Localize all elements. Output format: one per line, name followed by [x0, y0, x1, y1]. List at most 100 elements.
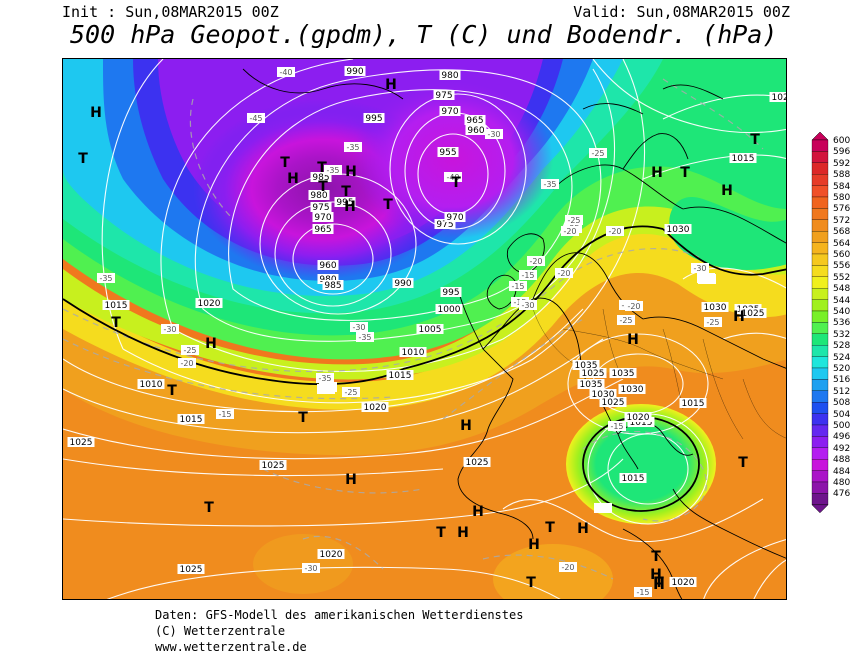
- isotherm-label-bg: [565, 215, 583, 225]
- map-title: 500 hPa Geopot.(gpdm), T (C) und Bodendr…: [70, 20, 778, 49]
- isobar-label-text: 965: [314, 225, 331, 235]
- isobar-label-text: 1030: [592, 390, 615, 400]
- isotherm-label-bg: [97, 273, 115, 283]
- contour-552-label: [594, 503, 612, 513]
- isobar-label-text: 1015: [732, 154, 755, 164]
- legend-level-label: 596: [833, 147, 850, 158]
- isotherm-label-text: -20: [180, 359, 193, 368]
- isotherm-label-text: -15: [521, 271, 534, 280]
- legend-swatch: [811, 390, 829, 403]
- isobar-label-text: 975: [435, 91, 452, 101]
- isobar-label-bg: [439, 106, 461, 116]
- legend-level-label: 508: [833, 398, 850, 409]
- legend-swatch: [811, 310, 829, 323]
- isobar-label-text: 1025: [602, 398, 625, 408]
- isotherm-label-bg: [617, 315, 635, 325]
- low-pressure-center: T: [204, 500, 214, 516]
- isobar-label-text: 1015: [630, 418, 653, 428]
- isobar-label: 965: [312, 224, 334, 235]
- isobar-label: 975: [433, 90, 455, 101]
- isobar-label-text: 990: [394, 279, 411, 289]
- legend-level-label: 484: [833, 466, 850, 477]
- isobar-label: 1025: [259, 460, 287, 471]
- isobar-label-bg: [392, 278, 414, 288]
- isobar-label-bg: [434, 219, 456, 229]
- isobar-label: 1020: [361, 402, 389, 413]
- isobar-label-bg: [308, 190, 330, 200]
- legend-swatch: [811, 413, 829, 426]
- isobar-label-bg: [619, 473, 647, 483]
- isobar-label-text: 990: [346, 67, 363, 77]
- isotherm-label-bg: [559, 562, 577, 572]
- isobar-label: 1010: [399, 347, 427, 358]
- legend-level-label: 496: [833, 432, 850, 443]
- isobar-label: 955: [437, 147, 459, 158]
- legend-swatch: [811, 424, 829, 437]
- isotherm-label-bg: [324, 165, 342, 175]
- isobar-label-text: 1035: [612, 369, 635, 379]
- isotherm-label-text: -30: [304, 564, 317, 573]
- isobar-label: 1025: [177, 564, 205, 575]
- legend-level-label: 516: [833, 375, 850, 386]
- isobar-label-text: 955: [439, 148, 456, 158]
- legend-level-label: 600: [833, 136, 850, 146]
- isobar-label-text: 975: [436, 220, 453, 230]
- isobar-label: 1015: [386, 370, 414, 381]
- isobar-label: 980: [439, 70, 461, 81]
- isobar-label-bg: [464, 115, 486, 125]
- isobar-label: 1015: [729, 153, 757, 164]
- high-pressure-center: H: [472, 504, 484, 520]
- legend-colorbar: [811, 132, 829, 514]
- isobar-label-bg: [701, 302, 729, 312]
- high-pressure-center: H: [650, 567, 662, 583]
- low-pressure-center: T: [78, 151, 88, 167]
- isobar-label-bg: [624, 412, 652, 422]
- isotherm-label-text: -20: [557, 269, 570, 278]
- low-pressure-center: T: [654, 575, 664, 591]
- isobar-label-bg: [589, 389, 617, 399]
- isobar-label: 970: [439, 106, 461, 117]
- isotherm-label-text: -35: [326, 166, 339, 175]
- isotherm-label: -20: [561, 226, 579, 236]
- isobar-label-bg: [399, 347, 427, 357]
- isobar-label: 1030: [618, 384, 646, 395]
- isobar-label-bg: [609, 368, 637, 378]
- valid-time-label: Valid: Sun,08MAR2015 00Z: [573, 3, 790, 21]
- isotherm-label: -35: [316, 373, 334, 383]
- high-pressure-center: H: [653, 577, 665, 593]
- isobar-label: 1030: [664, 224, 692, 235]
- isotherm-label-text: -30: [487, 130, 500, 139]
- isotherm-label: -45: [247, 113, 265, 123]
- high-pressure-center: H: [90, 105, 102, 121]
- isotherm-label-text: -35: [99, 274, 112, 283]
- isobar-label: 1035: [572, 360, 600, 371]
- isotherm-label-text: -20: [561, 563, 574, 572]
- isotherm-label-bg: [277, 67, 295, 77]
- isobar-label-bg: [435, 304, 463, 314]
- legend-swatch: [811, 185, 829, 198]
- isobar-label: 1010: [137, 379, 165, 390]
- isotherm-label-bg: [589, 148, 607, 158]
- coastlines: [242, 68, 786, 599]
- isobar-label-text: 1015: [682, 399, 705, 409]
- low-pressure-center: T: [383, 197, 393, 213]
- isobar-label-bg: [618, 384, 646, 394]
- isobar-label: 1025: [739, 308, 767, 319]
- legend-level-label: 488: [833, 455, 850, 466]
- isobar-label-bg: [259, 460, 287, 470]
- isotherm-label-bg: [247, 113, 265, 123]
- legend-swatch: [811, 402, 829, 414]
- legend-bottom-arrow: [811, 504, 829, 514]
- isobar-label-bg: [572, 360, 600, 370]
- low-pressure-center: T: [167, 383, 177, 399]
- isotherm-label-bg: [342, 387, 360, 397]
- isobar-label-bg: [317, 549, 345, 559]
- contour-label-bg: [594, 503, 612, 513]
- low-pressure-center: T: [750, 132, 760, 148]
- isobar-label-text: 1010: [402, 348, 425, 358]
- yellow-belt: [63, 223, 786, 410]
- isobar-label-bg: [67, 437, 95, 447]
- low-pressure-center: T: [451, 175, 461, 191]
- isotherm-label-text: -15: [636, 588, 649, 597]
